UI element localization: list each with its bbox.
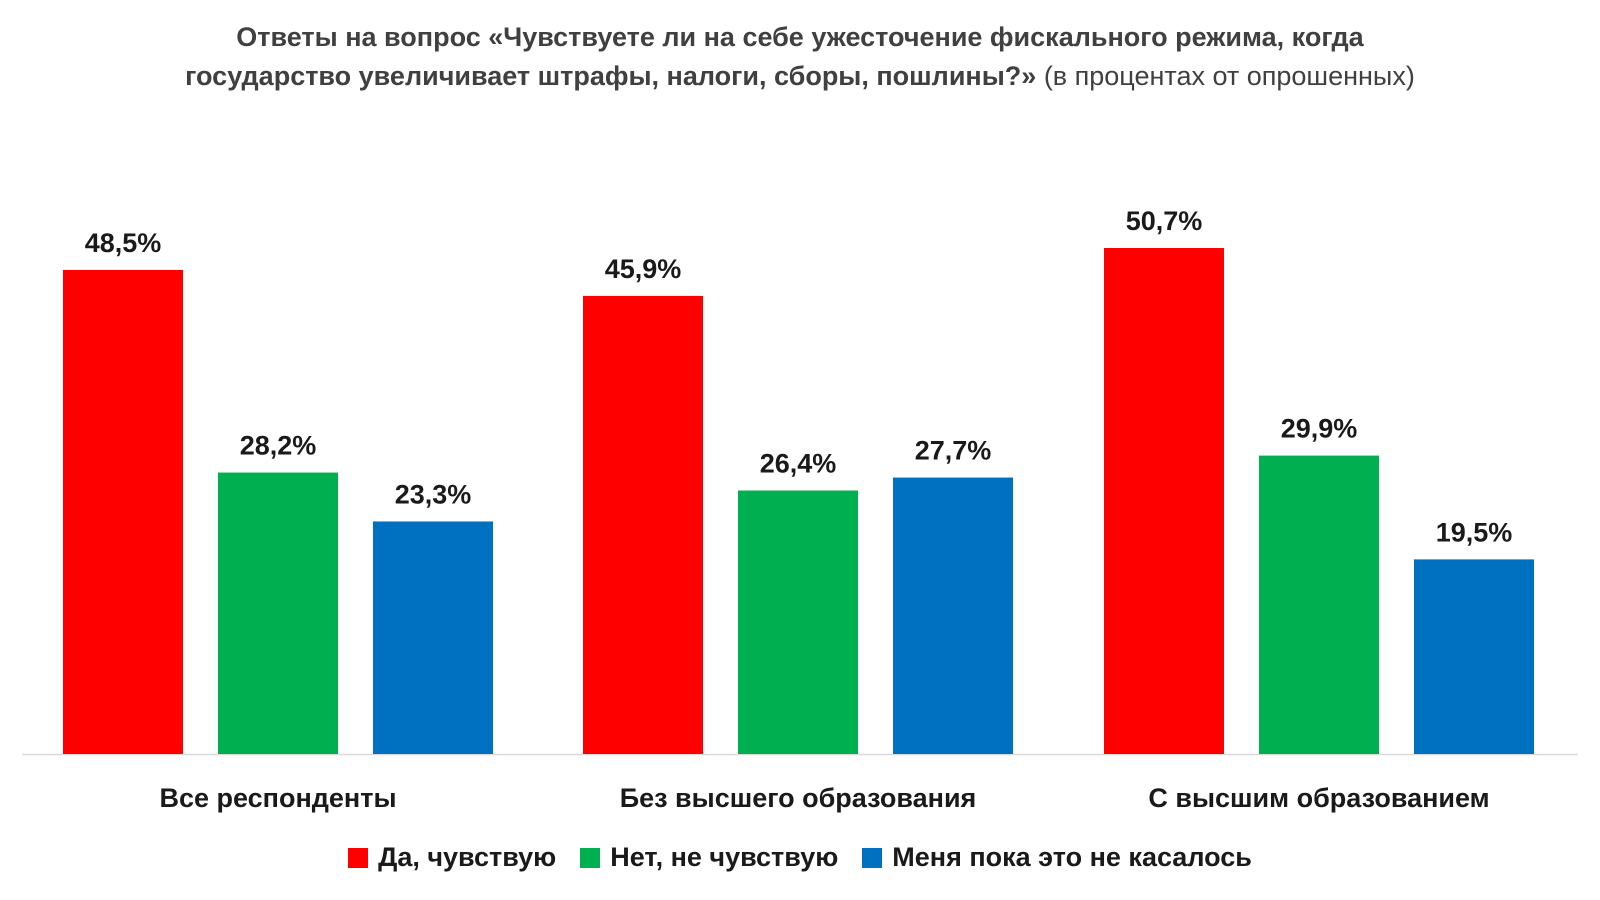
data-label-3-group-2: 27,7% (915, 436, 992, 466)
category-label-1: Все респонденты (159, 783, 396, 813)
legend-item-1[interactable]: Да, чувствую (348, 842, 556, 873)
data-label-2-group-1: 28,2% (240, 431, 317, 461)
data-label-1-group-2: 45,9% (605, 254, 682, 284)
legend-label-2: Нет, не чувствую (610, 842, 839, 872)
bar-3-group-1[interactable] (373, 521, 493, 754)
chart-title: Ответы на вопрос «Чувствуете ли на себе … (150, 18, 1450, 96)
legend-swatch-3 (862, 847, 883, 868)
legend-label-3: Меня пока это не касалось (892, 842, 1252, 872)
chart-title-normal: (в процентах от опрошенных) (1036, 61, 1415, 91)
bar-2-group-2[interactable] (738, 490, 858, 754)
chart-legend: Да, чувствую Нет, не чувствую Меня пока эт… (0, 842, 1600, 873)
bar-3-group-2[interactable] (893, 477, 1013, 754)
bar-1-group-1[interactable] (63, 269, 183, 754)
legend-label-1: Да, чувствую (378, 842, 557, 872)
legend-swatch-1 (348, 847, 369, 868)
chart-title-bold: Ответы на вопрос «Чувствуете ли на себе … (185, 22, 1364, 91)
legend-item-3[interactable]: Меня пока это не касалось (862, 842, 1252, 873)
bar-3-group-3[interactable] (1414, 559, 1534, 754)
legend-swatch-2 (580, 847, 601, 868)
data-label-3-group-1: 23,3% (395, 479, 472, 509)
bar-2-group-3[interactable] (1259, 455, 1379, 754)
legend-item-2[interactable]: Нет, не чувствую (580, 842, 838, 873)
bar-1-group-2[interactable] (583, 295, 703, 754)
data-label-2-group-2: 26,4% (760, 449, 837, 479)
bar-2-group-1[interactable] (218, 472, 338, 754)
bar-1-group-3[interactable] (1104, 248, 1224, 754)
category-label-2: Без высшего образования (620, 783, 977, 813)
data-label-1-group-1: 48,5% (85, 228, 162, 258)
category-label-3: С высшим образованием (1148, 783, 1489, 813)
data-label-2-group-3: 29,9% (1281, 414, 1358, 444)
data-label-3-group-3: 19,5% (1436, 517, 1513, 547)
data-label-1-group-3: 50,7% (1126, 206, 1203, 236)
